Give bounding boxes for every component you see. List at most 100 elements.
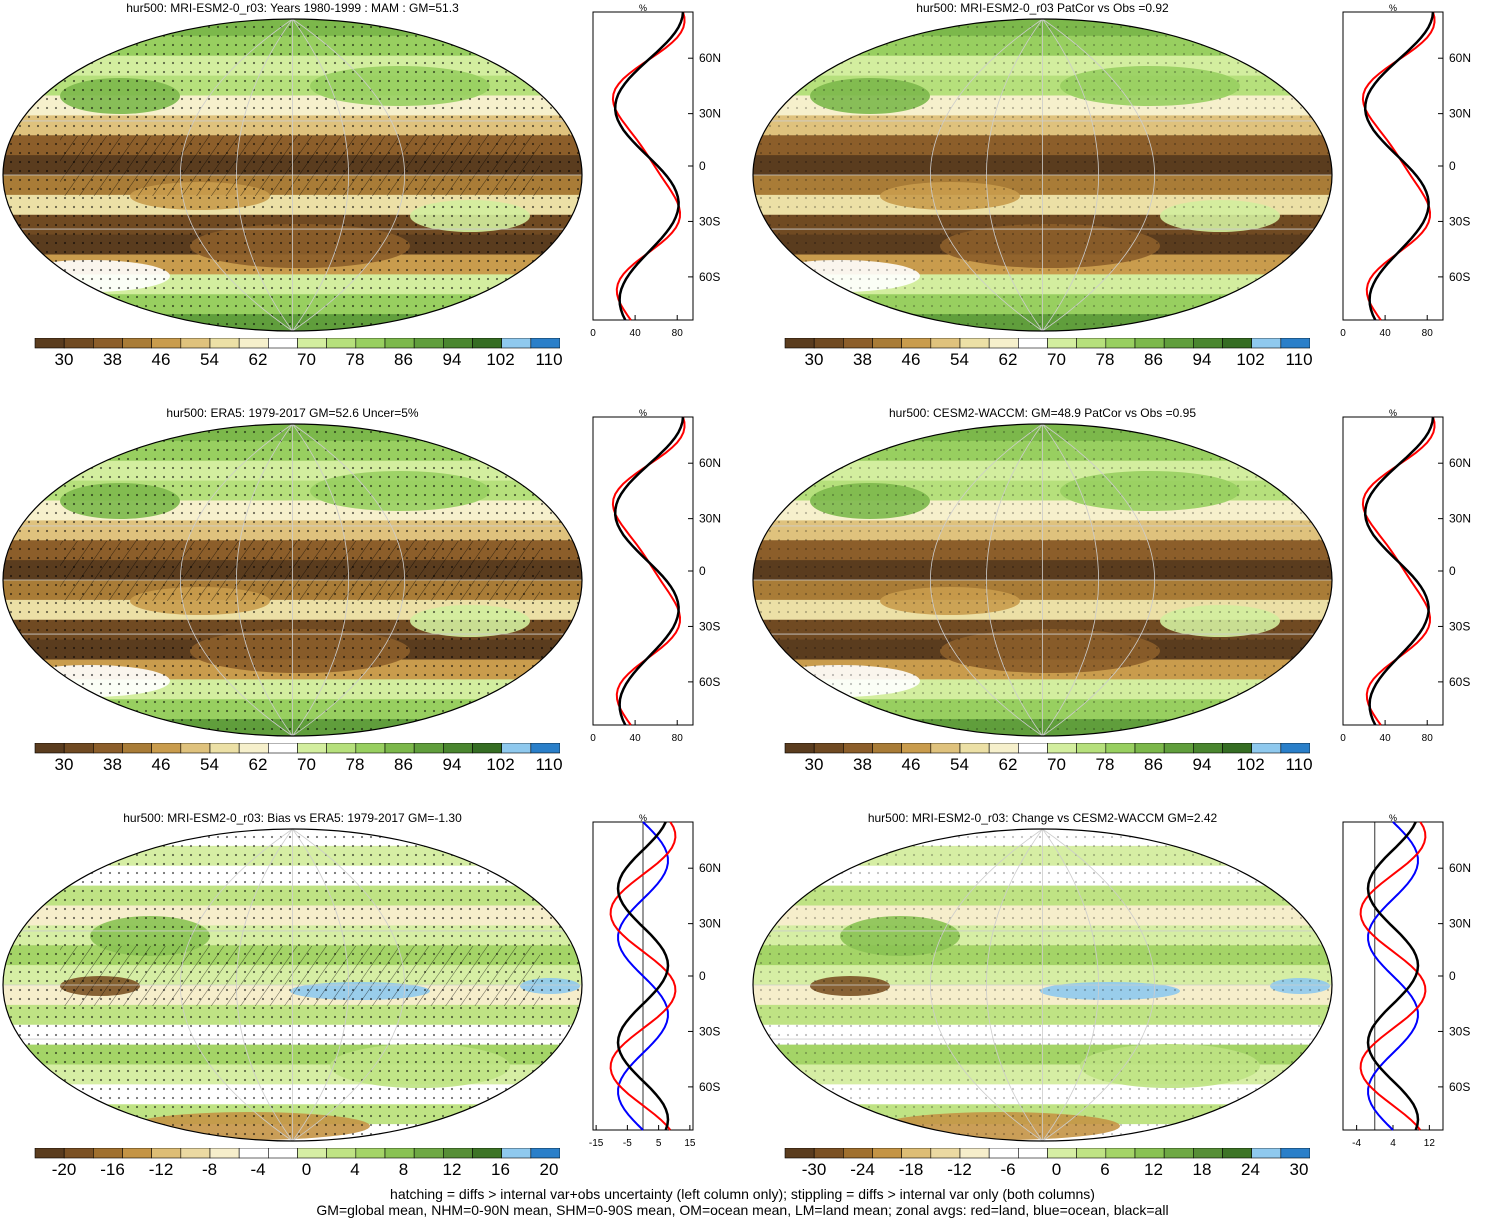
colorbar-swatch — [472, 743, 502, 754]
zonal-lat-label: 60S — [699, 675, 720, 689]
zonal-x-tick-label: 15 — [684, 1138, 696, 1149]
colorbar-swatch — [1105, 1148, 1136, 1159]
panel-p3: hur500: ERA5: 1979-2017 GM=52.6 Uncer=5%… — [0, 405, 740, 805]
zonal-all-line — [1363, 11, 1435, 321]
colorbar-swatch — [959, 338, 990, 349]
map-title: hur500: MRI-ESM2-0_r03: Change vs CESM2-… — [867, 811, 1218, 825]
colorbar-swatch — [326, 743, 357, 754]
footer-note-legend: GM=global mean, NHM=0-90N mean, SHM=0-90… — [316, 1202, 1169, 1218]
zonal-x-tick-label: 0 — [1340, 328, 1346, 339]
colorbar-swatch — [93, 338, 123, 349]
map-title: hur500: CESM2-WACCM: GM=48.9 PatCor vs O… — [888, 406, 1196, 420]
colorbar-label: -8 — [201, 1160, 218, 1179]
zonal-mean-plot: % 60N 30N 0 30S 60S 0 40 80 — [590, 409, 721, 744]
zonal-x-tick-label: 80 — [1422, 328, 1434, 339]
colorbar-swatch — [93, 743, 123, 754]
zonal-x-tick-label: 80 — [1422, 733, 1434, 744]
colorbar-label: 94 — [442, 350, 462, 369]
colorbar-swatch — [326, 1148, 357, 1159]
colorbar-label: 18 — [1192, 1160, 1212, 1179]
robinson-map — [752, 18, 1333, 332]
colorbar-swatch — [1105, 338, 1136, 349]
colorbar-label: 102 — [1236, 755, 1265, 774]
map-title: hur500: ERA5: 1979-2017 GM=52.6 Uncer=5% — [166, 406, 419, 420]
colorbar-swatch — [443, 338, 473, 349]
robinson-map — [752, 828, 1333, 1142]
zonal-mean-plot: % 60N 30N 0 30S 60S 0 40 80 — [1340, 4, 1471, 339]
colorbar-label: 46 — [901, 350, 921, 369]
colorbar-swatch — [1018, 743, 1048, 754]
colorbar-label: 110 — [1285, 350, 1313, 369]
robinson-map — [2, 423, 583, 737]
map-title: hur500: MRI-ESM2-0_r03: Years 1980-1999 … — [126, 1, 459, 15]
zonal-x-tick-label: 80 — [672, 328, 684, 339]
colorbar-swatch — [443, 743, 473, 754]
colorbar-swatch — [268, 1148, 298, 1159]
colorbar-label: -4 — [250, 1160, 266, 1179]
zonal-x-tick-label: 40 — [630, 733, 642, 744]
colorbar-swatch — [122, 743, 152, 754]
colorbar-swatch — [930, 743, 961, 754]
zonal-ocean-line — [1367, 821, 1419, 1131]
zonal-lat-label: 30N — [1449, 512, 1471, 526]
colorbar-swatch — [413, 338, 444, 349]
colorbar-swatch — [988, 1148, 1019, 1159]
colorbar-label: 86 — [1144, 755, 1163, 774]
colorbar-label: 62 — [998, 755, 1018, 774]
colorbar-label: 46 — [151, 350, 171, 369]
zonal-lat-label: 30S — [1449, 214, 1470, 228]
zonal-lat-label: 30N — [1449, 917, 1471, 931]
zonal-lat-label: 0 — [1449, 969, 1456, 983]
zonal-lat-label: 60S — [699, 1080, 720, 1094]
colorbar-swatch — [413, 1148, 444, 1159]
panel-p1: hur500: MRI-ESM2-0_r03: Years 1980-1999 … — [0, 0, 740, 400]
colorbar-swatch — [297, 1148, 327, 1159]
colorbar-swatch — [1134, 1148, 1165, 1159]
colorbar-label: 102 — [486, 350, 515, 369]
colorbar-swatch — [530, 338, 560, 349]
colorbar-swatch — [1280, 1148, 1310, 1159]
zonal-lat-label: 30S — [699, 214, 720, 228]
colorbar-swatch — [1280, 743, 1310, 754]
colorbar-label: 38 — [853, 350, 872, 369]
colorbar-label: 30 — [54, 755, 74, 774]
colorbar-swatch — [238, 338, 269, 349]
colorbar-swatch — [268, 338, 298, 349]
zonal-lat-label: 60S — [699, 270, 720, 284]
colorbar-label: 70 — [1047, 755, 1066, 774]
colorbar-swatch — [1076, 338, 1107, 349]
colorbar-label: 102 — [1236, 350, 1265, 369]
colorbar-swatch — [209, 1148, 240, 1159]
colorbar-swatch — [297, 338, 327, 349]
colorbar-swatch — [988, 743, 1019, 754]
zonal-lat-label: 0 — [699, 969, 706, 983]
colorbar-label: 70 — [297, 755, 316, 774]
colorbar-swatch — [501, 338, 532, 349]
colorbar-label: 24 — [1241, 1160, 1260, 1179]
colorbar-swatch — [180, 338, 211, 349]
colorbar-swatch — [34, 743, 65, 754]
colorbar-label: 30 — [804, 350, 824, 369]
colorbar-swatch — [1163, 1148, 1194, 1159]
zonal-lat-label: 60N — [699, 51, 721, 65]
colorbar-label: 12 — [442, 1160, 462, 1179]
zonal-x-tick-label: -5 — [623, 1138, 632, 1149]
colorbar-label: 46 — [151, 755, 171, 774]
colorbar-label: 30 — [54, 350, 74, 369]
colorbar-swatch — [501, 743, 532, 754]
zonal-x-tick-label: 80 — [672, 733, 684, 744]
colorbar-label: 94 — [1192, 755, 1212, 774]
colorbar-swatch — [843, 338, 873, 349]
colorbar-label: 78 — [1095, 755, 1115, 774]
colorbar-swatch — [843, 743, 873, 754]
colorbar-label: 110 — [1285, 755, 1313, 774]
zonal-all-line — [616, 821, 670, 1131]
colorbar — [784, 743, 1310, 754]
colorbar-label: 12 — [1144, 1160, 1163, 1179]
colorbar-swatch — [530, 1148, 560, 1159]
colorbar-swatch — [872, 743, 902, 754]
colorbar-swatch — [1134, 338, 1165, 349]
colorbar-swatch — [122, 1148, 152, 1159]
colorbar-swatch — [1193, 338, 1223, 349]
zonal-x-tick-label: -4 — [1352, 1138, 1361, 1149]
